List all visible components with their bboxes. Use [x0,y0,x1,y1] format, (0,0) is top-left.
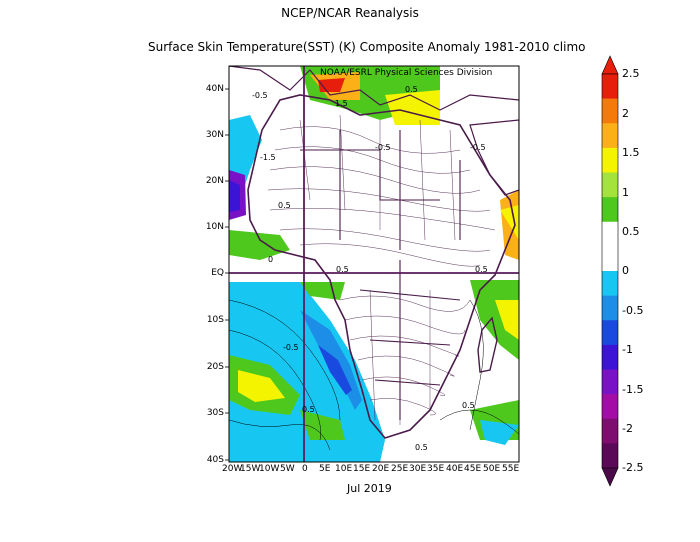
map-frame [228,65,520,463]
colorbar-segment [602,295,618,321]
colorbar-label: -1 [622,343,633,356]
contour-label: 0.5 [278,201,291,210]
lon-label: 35E [427,464,445,474]
ocean-contours [229,299,519,451]
lat-label: 30N [205,130,224,140]
colorbar-label: 0.5 [622,225,640,238]
lon-label: 5W [280,464,295,474]
contour-label: -0.5 [283,343,299,352]
colorbar-segment [602,74,618,99]
axis-ticks [225,88,229,461]
colorbar-segment [602,271,618,296]
contour-label: 0.5 [475,265,488,274]
lat-label: 40S [206,455,224,465]
colorbar-label: -1.5 [622,383,644,396]
warm-anomaly-core [238,370,285,402]
lon-label: 55E [502,464,520,474]
colorbar-segment [602,197,618,223]
colorbar-segment [602,320,618,346]
lat-label: 10N [205,222,224,232]
arabia-coastline [469,119,519,196]
colorbar-segment [602,443,618,469]
madagascar-coastline [477,316,498,373]
lat-label: EQ [211,268,224,278]
date-label: Jul 2019 [347,482,392,495]
map-plot-area [229,66,519,462]
warm-anomaly-indian-core [495,300,519,340]
warm-patch-cape [300,410,345,440]
lon-label: 10E [335,464,353,474]
contour-label: 0.5 [336,265,349,274]
lon-label: 5E [319,464,331,474]
lon-label: 50E [483,464,501,474]
lat-label: 20S [206,362,224,372]
aegean-warm-region [385,90,440,125]
colorbar-segment [602,369,618,395]
cold-anomaly-region [229,282,385,462]
colorbar-segment [602,246,618,272]
lon-label: 30E [409,464,427,474]
colorbar-frame [601,73,619,469]
lon-label: 40E [446,464,464,474]
contour-label: -0.5 [252,91,268,100]
contour-label: 0.5 [415,443,428,452]
chart-title: NCEP/NCAR Reanalysis [281,6,419,20]
contour-label: -1.5 [260,153,276,162]
lon-label: 15E [353,464,371,474]
lon-label: 45E [464,464,482,474]
country-borders [300,130,461,420]
canary-cold-core [229,180,240,212]
contour-label: 0.5 [405,85,418,94]
contour-label: -0.5 [375,143,391,152]
strongest-cold-anomaly-region [318,345,352,395]
colorbar [601,55,619,487]
contour-label: 0 [268,255,273,264]
arabian-sea-core [500,205,519,240]
colorbar-label: 2 [622,107,629,120]
chart-subtitle: Surface Skin Temperature(SST) (K) Compos… [148,40,586,54]
lat-label: 30S [206,408,224,418]
colorbar-segment [602,418,618,444]
colorbar-label: -2 [622,422,633,435]
lon-label: 20E [372,464,390,474]
lat-label: 10S [206,315,224,325]
colorbar-segment [602,98,618,124]
colorbar-label: 1 [622,186,629,199]
lon-label: 10W [259,464,280,474]
colorbar-segment [602,394,618,420]
gulf-guinea-warm [229,230,290,260]
colorbar-top-arrow [601,55,619,75]
contour-label: 0.5 [302,405,315,414]
lon-label: 20W [222,464,243,474]
contour-labels: -0.5 1.5 -1.5 0.5 -0.5 0.5 0.5 -0.5 0.5 … [252,85,488,452]
colorbar-segment [602,221,618,247]
contour-label: -0.5 [470,143,486,152]
colorbar-segment [602,147,618,173]
contour-label: 0.5 [462,401,475,410]
colorbar-label: -0.5 [622,304,644,317]
lon-label: 25E [391,464,409,474]
lon-label: 15W [240,464,261,474]
credit-label: NOAA/ESRL Physical Sciences Division [320,68,493,78]
cold-patch-sw [229,440,260,462]
contour-label: 1.5 [335,99,348,108]
africa-coastline [247,94,516,439]
colorbar-label: 2.5 [622,67,640,80]
colorbar-segment [602,123,618,149]
lat-label: 20N [205,176,224,186]
lon-label: 0 [302,464,308,474]
colorbar-segment [602,344,618,370]
colorbar-segment [602,172,618,198]
colorbar-bottom-arrow [601,467,619,487]
colorbar-label: 1.5 [622,146,640,159]
colorbar-label: 0 [622,264,629,277]
colorbar-label: -2.5 [622,461,644,474]
europe-coastline [229,66,519,111]
lat-label: 40N [205,84,224,94]
